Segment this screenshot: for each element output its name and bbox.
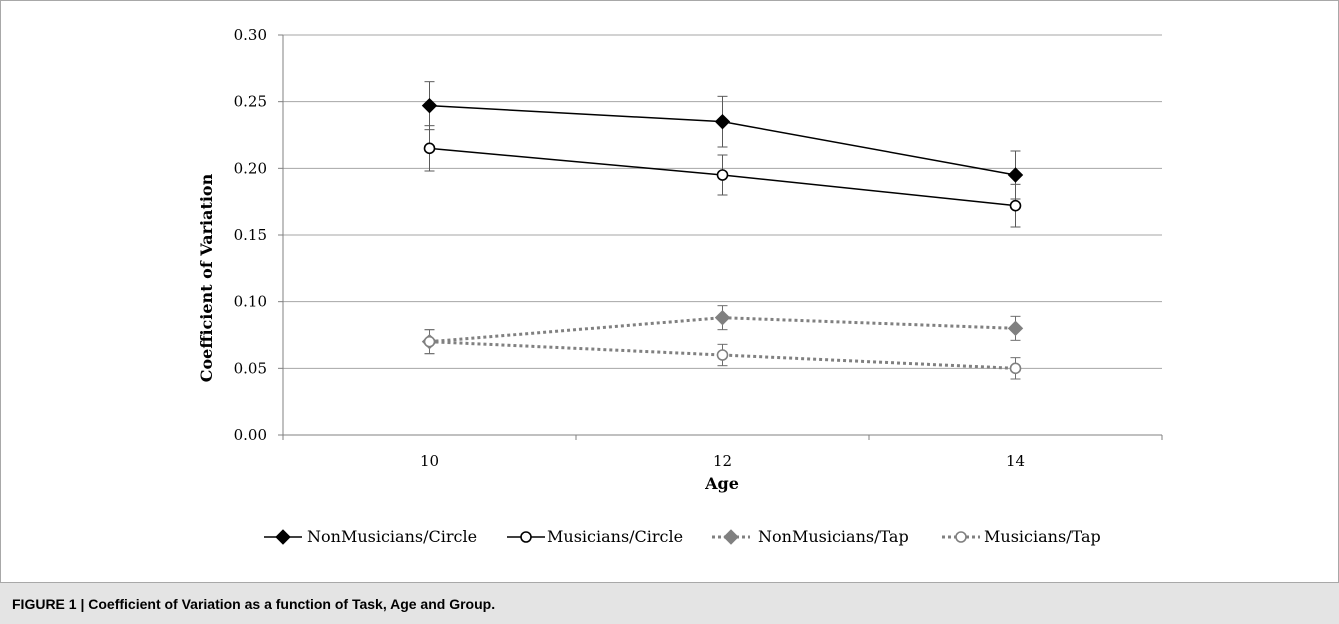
figure-frame	[0, 0, 1339, 583]
legend-item: NonMusicians/Tap	[712, 527, 909, 546]
legend-marker	[955, 531, 967, 543]
x-tick-label: 12	[713, 452, 732, 470]
caption-bar	[0, 583, 1339, 624]
x-tick-labels: 10 12 14	[420, 452, 1025, 470]
y-tick-label: 0.20	[234, 159, 267, 177]
y-tick-label: 0.10	[234, 293, 267, 311]
data-point	[714, 113, 731, 130]
series-line	[429, 340, 1016, 370]
legend-label: Musicians/Circle	[547, 527, 683, 546]
legend-label: NonMusicians/Circle	[307, 527, 477, 546]
legend-item: NonMusicians/Circle	[264, 527, 477, 546]
y-axis-title: Coefficient of Variation	[197, 173, 216, 382]
data-point	[716, 349, 729, 361]
data-point	[1009, 362, 1022, 375]
legend-label: Musicians/Tap	[984, 527, 1101, 546]
data-point	[423, 142, 436, 155]
axes	[278, 34, 1163, 440]
data-point	[1007, 320, 1024, 337]
data-point	[423, 335, 436, 348]
data-point	[1007, 167, 1024, 183]
figure-caption: FIGURE 1 | Coefficient of Variation as a…	[12, 596, 496, 612]
data-point	[1009, 199, 1022, 212]
legend: NonMusicians/Circle Musicians/Circle NonMu…	[264, 527, 1101, 546]
y-tick-label: 0.05	[234, 359, 267, 377]
data-point	[421, 97, 438, 114]
legend-item: Musicians/Tap	[942, 527, 1101, 546]
legend-label: NonMusicians/Tap	[758, 527, 909, 546]
series-markers	[421, 97, 1024, 375]
y-tick-label: 0.30	[234, 26, 267, 44]
line-chart: 0.000.050.100.150.200.250.30 10 12 14 Age …	[197, 26, 1163, 546]
x-tick-label: 10	[420, 452, 439, 470]
x-tick-label: 14	[1006, 452, 1025, 470]
data-point	[714, 309, 731, 326]
data-point	[716, 169, 729, 181]
legend-marker	[520, 531, 532, 543]
y-tick-label: 0.15	[234, 226, 267, 244]
legend-marker	[275, 529, 291, 545]
y-tick-label: 0.25	[234, 93, 267, 111]
x-axis-title: Age	[704, 474, 739, 493]
legend-marker	[723, 529, 739, 545]
y-tick-label: 0.00	[234, 426, 267, 444]
legend-item: Musicians/Circle	[507, 527, 683, 546]
series-line	[429, 316, 1016, 344]
y-tick-labels: 0.00 0.05 0.10 0.15 0.20 0.25 0.30	[234, 26, 267, 444]
